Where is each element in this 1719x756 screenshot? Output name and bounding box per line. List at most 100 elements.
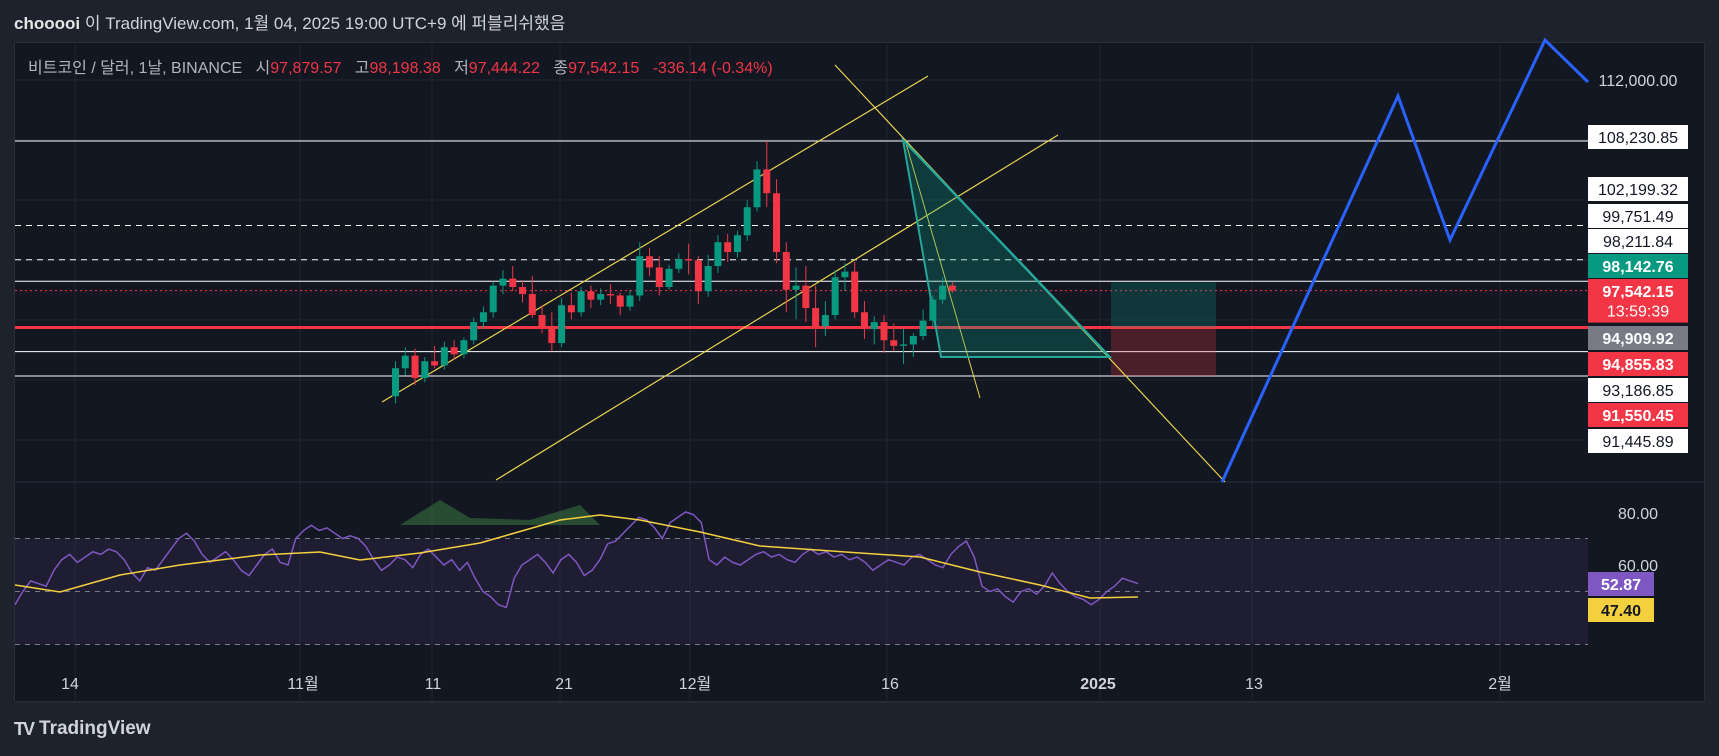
candle-body-16[interactable]: [548, 326, 556, 344]
symbol-name[interactable]: 비트코인 / 달러, 1날, BINANCE: [28, 60, 243, 77]
candle-body-3[interactable]: [421, 361, 429, 379]
price-label-bg-11: [1588, 403, 1688, 427]
x-tick-8: 2월: [1488, 675, 1512, 693]
candle-body-38[interactable]: [763, 169, 771, 194]
candle-body-23[interactable]: [616, 295, 624, 307]
candle-body-18[interactable]: [567, 305, 575, 313]
candle-body-2[interactable]: [411, 355, 419, 379]
candle-body-26[interactable]: [646, 256, 654, 268]
rsi-ma-value-label[interactable]: 47.40: [1601, 603, 1641, 620]
candle-body-4[interactable]: [431, 361, 439, 366]
author-name[interactable]: chooooi: [14, 14, 81, 33]
candle-body-48[interactable]: [860, 312, 868, 330]
price-label-9[interactable]: 94,855.83: [1602, 357, 1673, 374]
candle-body-12[interactable]: [509, 278, 517, 288]
candle-body-56[interactable]: [939, 285, 947, 300]
price-label-11[interactable]: 91,550.45: [1602, 408, 1673, 425]
channel-upper-line[interactable]: [381, 75, 929, 403]
candle-body-46[interactable]: [841, 271, 849, 278]
candle-body-51[interactable]: [890, 340, 898, 346]
price-label-1[interactable]: 108,230.85: [1598, 130, 1678, 147]
candle-body-57[interactable]: [948, 285, 956, 291]
high-label: 고: [354, 60, 370, 77]
rsi-ma-value-bg: [1588, 598, 1654, 622]
candle-body-20[interactable]: [587, 291, 595, 300]
triangle-pattern-upper[interactable]: [902, 139, 1111, 358]
candle-body-1[interactable]: [401, 355, 409, 369]
candle-body-32[interactable]: [704, 266, 712, 292]
price-label-4[interactable]: 98,211.84: [1603, 234, 1673, 251]
price-label-0[interactable]: 112,000.00: [1599, 73, 1678, 90]
position-profit-zone[interactable]: [1111, 282, 1216, 328]
candle-body-0[interactable]: [392, 368, 399, 397]
candle-body-50[interactable]: [880, 322, 888, 341]
candle-body-5[interactable]: [440, 347, 448, 366]
open-label: 시: [255, 60, 271, 77]
candle-body-13[interactable]: [519, 287, 527, 295]
candle-body-34[interactable]: [724, 242, 732, 253]
candle-body-43[interactable]: [812, 308, 820, 327]
rsi-value-label[interactable]: 52.87: [1601, 577, 1641, 594]
candle-body-36[interactable]: [743, 207, 751, 236]
channel-lower-line[interactable]: [495, 134, 1059, 481]
candle-body-27[interactable]: [655, 267, 663, 288]
price-label-5[interactable]: 98,142.76: [1602, 259, 1673, 276]
price-label-bg-5: [1588, 254, 1688, 278]
candle-body-40[interactable]: [782, 252, 790, 290]
high-value: 98,198.38: [369, 60, 441, 77]
candle-body-29[interactable]: [675, 259, 683, 269]
candle-body-42[interactable]: [802, 285, 810, 309]
candle-body-31[interactable]: [694, 260, 702, 292]
position-stop-zone[interactable]: [1111, 327, 1216, 376]
candle-body-17[interactable]: [558, 305, 566, 344]
candle-body-8[interactable]: [470, 322, 478, 341]
candle-body-14[interactable]: [528, 294, 536, 316]
price-label-6[interactable]: 97,542.15: [1602, 284, 1673, 301]
rsi-ma-line[interactable]: [14, 514, 1139, 599]
candle-body-53[interactable]: [909, 336, 917, 345]
publish-header: chooooi 이 TradingView.com, 1월 04, 2025 1…: [14, 9, 565, 34]
candle-body-52[interactable]: [900, 344, 908, 346]
rsi-tick-1: 60.00: [1618, 558, 1658, 575]
candle-body-15[interactable]: [538, 315, 546, 327]
x-tick-3: 21: [555, 676, 573, 693]
candle-body-49[interactable]: [870, 322, 878, 330]
candle-body-6[interactable]: [450, 347, 458, 355]
candle-body-21[interactable]: [597, 294, 605, 300]
candle-body-25[interactable]: [636, 256, 644, 296]
candle-body-10[interactable]: [489, 285, 497, 313]
candle-body-7[interactable]: [460, 340, 468, 355]
candle-body-24[interactable]: [626, 295, 634, 307]
price-label-8[interactable]: 94,909.92: [1602, 331, 1673, 348]
candle-body-39[interactable]: [773, 193, 781, 253]
candle-body-19[interactable]: [577, 291, 585, 313]
candle-body-45[interactable]: [831, 277, 839, 316]
brand-name: TradingView: [39, 718, 151, 739]
candle-body-44[interactable]: [821, 315, 829, 327]
candle-body-9[interactable]: [479, 312, 487, 323]
candle-body-47[interactable]: [851, 271, 859, 313]
projection-path[interactable]: [1220, 37, 1590, 483]
candle-body-55[interactable]: [929, 299, 937, 321]
tradingview-brand[interactable]: TV TradingView: [14, 718, 151, 740]
candle-body-35[interactable]: [733, 235, 741, 253]
price-label-2[interactable]: 102,199.32: [1598, 182, 1678, 199]
price-label-12[interactable]: 91,445.89: [1602, 434, 1673, 451]
candle-body-37[interactable]: [753, 169, 761, 208]
candle-body-11[interactable]: [499, 278, 507, 286]
candle-body-22[interactable]: [606, 294, 614, 296]
price-label-bg-12: [1588, 429, 1688, 453]
low-value: 97,444.22: [468, 60, 540, 77]
candle-body-33[interactable]: [714, 242, 722, 267]
downtrend-line-2[interactable]: [904, 139, 981, 399]
candle-body-28[interactable]: [665, 268, 673, 288]
price-label-10[interactable]: 93,186.85: [1602, 383, 1673, 400]
candle-body-30[interactable]: [685, 259, 693, 261]
candle-body-41[interactable]: [792, 285, 800, 290]
price-label-3[interactable]: 99,751.49: [1602, 209, 1673, 226]
x-tick-1: 11월: [287, 675, 318, 693]
rsi-line[interactable]: [14, 511, 1139, 609]
candle-body-54[interactable]: [919, 320, 927, 337]
price-label-7[interactable]: 13:59:39: [1607, 304, 1669, 321]
